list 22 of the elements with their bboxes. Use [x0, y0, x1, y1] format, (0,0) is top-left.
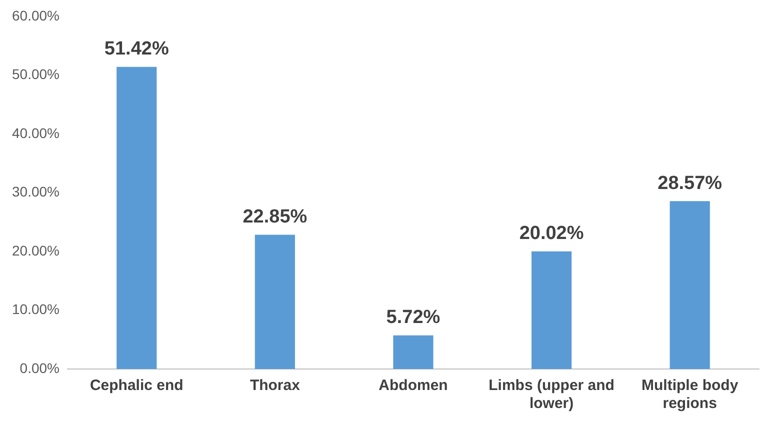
bar: [531, 251, 572, 369]
data-label: 22.85%: [242, 206, 308, 228]
data-label: 28.57%: [658, 172, 722, 194]
y-tick-label: 60.00%: [12, 7, 60, 24]
x-tick-label: Abdomen: [378, 377, 448, 394]
x-tick-label: Cephalic end: [90, 377, 184, 394]
x-tick-label: Thorax: [250, 377, 301, 394]
y-tick-label: 40.00%: [12, 124, 60, 141]
y-tick-label: 20.00%: [12, 242, 60, 258]
bar: [670, 201, 710, 369]
bar: [116, 66, 157, 369]
y-tick-label: 0.00%: [20, 360, 60, 376]
data-label: 5.72%: [386, 307, 440, 328]
bar: [393, 335, 434, 369]
data-label: 51.42%: [104, 38, 169, 60]
bar: [254, 234, 295, 369]
y-tick-label: 50.00%: [12, 66, 60, 82]
y-tick-label: 30.00%: [12, 184, 60, 200]
data-label: 20.02%: [519, 223, 584, 244]
x-tick-label: Multiple body regions: [642, 377, 739, 412]
x-tick-label: Limbs (upper and lower): [488, 377, 614, 412]
y-tick-label: 10.00%: [12, 301, 60, 318]
